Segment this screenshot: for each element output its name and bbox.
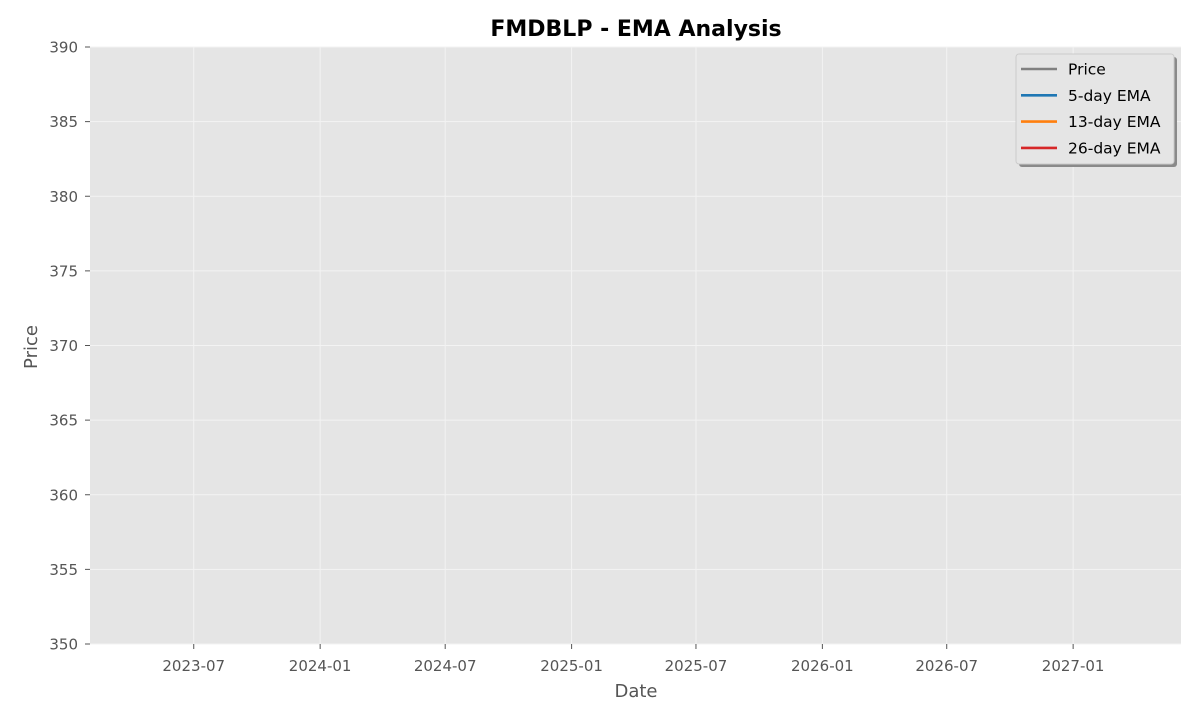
y-axis: 350 355 360 365 370 375 380 385 390: [49, 39, 90, 654]
x-tick-label: 2025-07: [665, 657, 728, 675]
y-tick-label: 380: [49, 188, 78, 206]
x-tick-label: 2027-01: [1042, 657, 1105, 675]
y-tick-label: 375: [49, 262, 78, 280]
x-tick-label: 2025-01: [540, 657, 603, 675]
legend-label: 26-day EMA: [1068, 139, 1161, 157]
y-tick-label: 350: [49, 636, 78, 654]
y-tick-label: 355: [49, 561, 78, 579]
legend-box: [1015, 53, 1175, 165]
legend: Price 5-day EMA 13-day EMA 26-day EMA: [1015, 53, 1177, 167]
x-axis: 2023-07 2024-01 2024-07 2025-01 2025-07 2026-…: [162, 644, 1104, 675]
x-tick-label: 2024-01: [289, 657, 352, 675]
y-tick-label: 390: [49, 39, 78, 57]
legend-label: 13-day EMA: [1068, 113, 1161, 131]
x-tick-label: 2024-07: [414, 657, 477, 675]
y-tick-label: 365: [49, 412, 78, 430]
y-axis-label: Price: [21, 325, 42, 369]
x-axis-label: Date: [614, 681, 657, 702]
x-tick-label: 2023-07: [162, 657, 225, 675]
x-tick-label: 2026-01: [791, 657, 854, 675]
legend-label: 5-day EMA: [1068, 87, 1151, 105]
legend-label: Price: [1068, 61, 1106, 79]
chart-title: FMDBLP - EMA Analysis: [490, 17, 781, 42]
grid-lines: [90, 46, 1181, 645]
y-tick-label: 370: [49, 337, 78, 355]
y-tick-label: 360: [49, 486, 78, 504]
x-tick-label: 2026-07: [915, 657, 978, 675]
y-tick-label: 385: [49, 113, 78, 131]
